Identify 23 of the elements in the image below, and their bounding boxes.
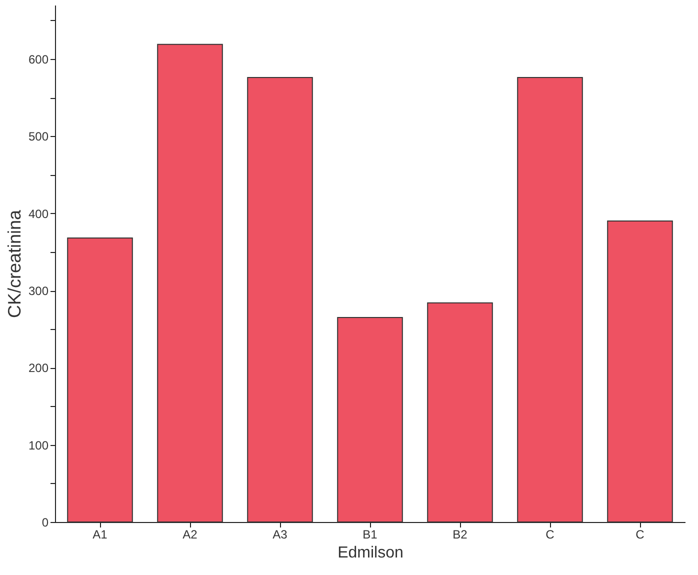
y-tick-label: 0 — [42, 516, 49, 530]
bar — [67, 238, 133, 522]
x-tick-label: C — [546, 528, 555, 542]
x-axis-title: Edmilson — [338, 544, 404, 562]
bar — [337, 317, 403, 522]
x-tick-label: B2 — [452, 528, 468, 542]
bar — [517, 77, 583, 522]
y-tick-label: 100 — [28, 438, 49, 452]
y-tick-label: 500 — [28, 130, 49, 144]
y-tick-label: 600 — [28, 52, 49, 67]
x-tick-label: B1 — [362, 528, 378, 542]
x-tick-label: A1 — [92, 528, 108, 542]
bar — [247, 77, 313, 522]
y-axis-title: CK/creatinina — [4, 208, 24, 318]
x-tick-label: A3 — [272, 528, 288, 542]
bar — [607, 220, 673, 522]
x-tick-label: A2 — [182, 528, 198, 542]
y-tick-label: 200 — [28, 361, 49, 376]
bar — [427, 302, 493, 522]
y-tick-label: 400 — [28, 206, 49, 221]
bar — [157, 44, 223, 522]
y-tick-label: 300 — [28, 284, 49, 298]
x-tick-label: C — [636, 528, 645, 542]
